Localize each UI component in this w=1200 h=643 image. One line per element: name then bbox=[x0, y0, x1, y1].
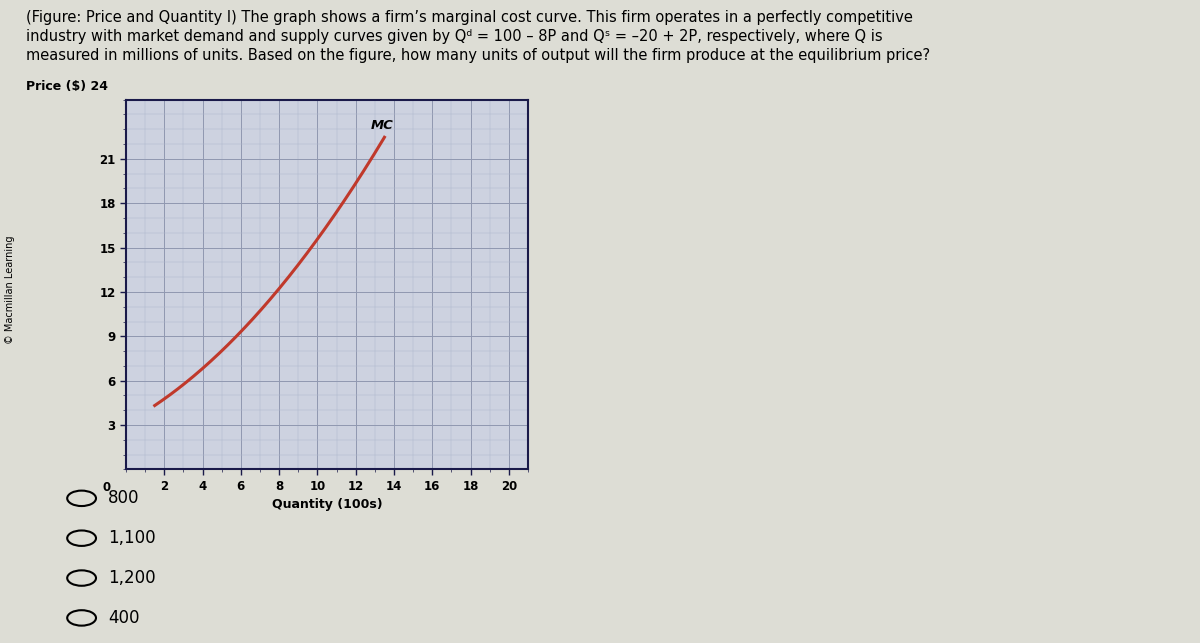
X-axis label: Quantity (100s): Quantity (100s) bbox=[271, 498, 383, 511]
Text: 1,200: 1,200 bbox=[108, 569, 156, 587]
Text: MC: MC bbox=[371, 119, 394, 132]
Text: industry with market demand and supply curves given by Qᵈ = 100 – 8P and Qˢ = –2: industry with market demand and supply c… bbox=[26, 29, 883, 44]
Text: 800: 800 bbox=[108, 489, 139, 507]
Text: (Figure: Price and Quantity I) The graph shows a firm’s marginal cost curve. Thi: (Figure: Price and Quantity I) The graph… bbox=[26, 10, 913, 24]
Text: measured in millions of units. Based on the figure, how many units of output wil: measured in millions of units. Based on … bbox=[26, 48, 930, 63]
Text: © Macmillan Learning: © Macmillan Learning bbox=[5, 235, 14, 343]
Text: 400: 400 bbox=[108, 609, 139, 627]
Text: 1,100: 1,100 bbox=[108, 529, 156, 547]
Text: 0: 0 bbox=[102, 481, 110, 494]
Text: Price ($) 24: Price ($) 24 bbox=[26, 80, 108, 93]
